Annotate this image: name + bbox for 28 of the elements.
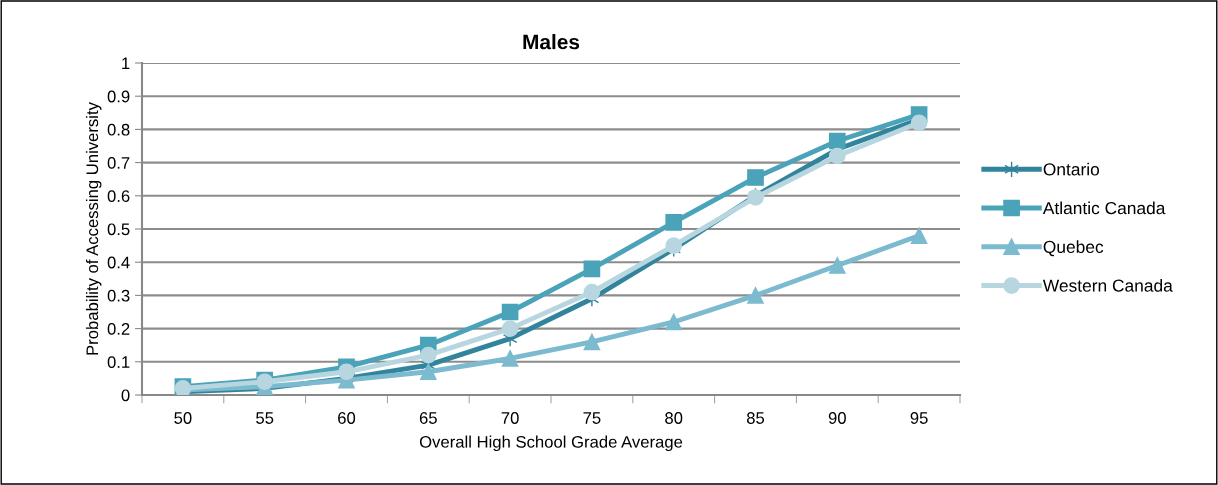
x-tick-label: 50 <box>174 412 192 424</box>
x-tick-label: 70 <box>501 412 519 424</box>
y-tick-label: 0.7 <box>107 157 130 169</box>
chart-title: Males <box>523 34 580 50</box>
y-tick-label: 0.5 <box>107 223 130 236</box>
x-axis-title: Overall High School Grade Average <box>419 435 683 452</box>
x-tick-label: 80 <box>665 412 683 424</box>
y-tick-label: 0.6 <box>107 190 130 202</box>
y-tick-label: 0.9 <box>107 90 130 103</box>
x-tick-label: 65 <box>419 412 437 424</box>
x-tick-label: 90 <box>828 412 846 424</box>
x-tick-label: 55 <box>256 412 274 424</box>
y-tick-label: 0.1 <box>107 356 130 368</box>
legend-label: Quebec <box>1043 240 1104 257</box>
x-tick-label: 95 <box>910 412 928 424</box>
x-tick-label: 85 <box>746 412 765 424</box>
y-tick-label: 1 <box>122 57 130 70</box>
legend-label: Western Canada <box>1042 279 1173 292</box>
y-tick-label: 0.8 <box>107 123 130 136</box>
legend-label: Ontario <box>1043 162 1100 176</box>
x-tick-label: 75 <box>583 412 601 424</box>
x-tick-label: 60 <box>338 412 356 424</box>
y-tick-label: 0.3 <box>107 289 130 302</box>
y-tick-label: 0.2 <box>107 323 130 335</box>
legend-label: Atlantic Canada <box>1042 201 1166 215</box>
y-tick-label: 0 <box>121 389 130 402</box>
y-tick-label: 0.4 <box>107 256 130 269</box>
y-axis-title: Probability of Accessing University <box>85 102 102 355</box>
